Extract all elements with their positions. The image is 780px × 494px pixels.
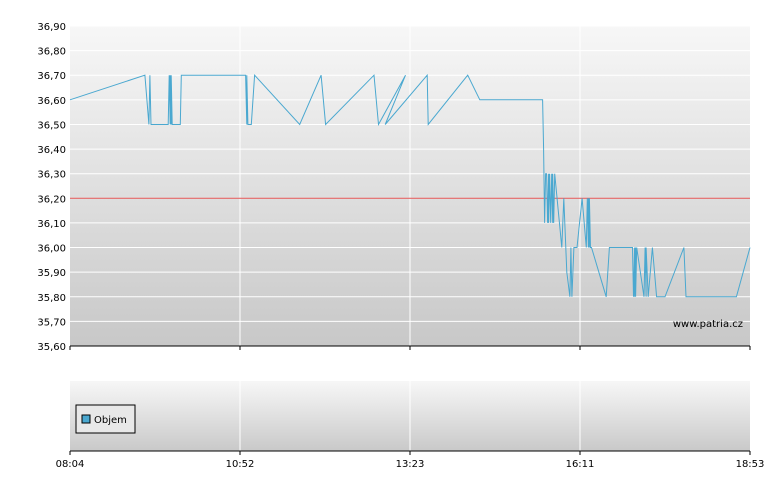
y-tick-label: 36,10 bbox=[37, 219, 66, 230]
price-series-line bbox=[69, 73, 751, 298]
legend-entry: Objem bbox=[94, 415, 127, 426]
y-tick-label: 36,50 bbox=[37, 120, 66, 131]
legend: Objem bbox=[75, 404, 136, 434]
x-tick-label: 16:11 bbox=[566, 459, 595, 470]
y-tick-label: 36,20 bbox=[37, 194, 66, 205]
y-tick-label: 36,00 bbox=[37, 244, 66, 255]
y-tick-label: 36,80 bbox=[37, 47, 66, 58]
x-tick-label: 18:53 bbox=[736, 459, 765, 470]
y-tick-label: 35,80 bbox=[37, 293, 66, 304]
x-tick-label: 13:23 bbox=[396, 459, 425, 470]
y-tick-label: 35,60 bbox=[37, 342, 66, 353]
price-panel: 35,60 35,70 35,80 35,90 36,00 36,10 36,20 36,30… bbox=[37, 22, 751, 353]
legend-swatch bbox=[81, 414, 91, 424]
y-tick-label: 36,60 bbox=[37, 96, 66, 107]
y-tick-label: 36,70 bbox=[37, 71, 66, 82]
y-tick-label: 36,40 bbox=[37, 145, 66, 156]
y-tick-label: 35,90 bbox=[37, 268, 66, 279]
y-tick-label: 35,70 bbox=[37, 317, 66, 328]
y-tick-label: 36,90 bbox=[37, 22, 66, 33]
y-tick-label: 36,30 bbox=[37, 170, 66, 181]
x-tick-label: 10:52 bbox=[226, 459, 255, 470]
volume-panel: 08:04 10:52 13:23 16:11 18:53 Objem bbox=[56, 381, 765, 470]
watermark: www.patria.cz bbox=[673, 319, 743, 330]
x-tick-label: 08:04 bbox=[56, 459, 85, 470]
